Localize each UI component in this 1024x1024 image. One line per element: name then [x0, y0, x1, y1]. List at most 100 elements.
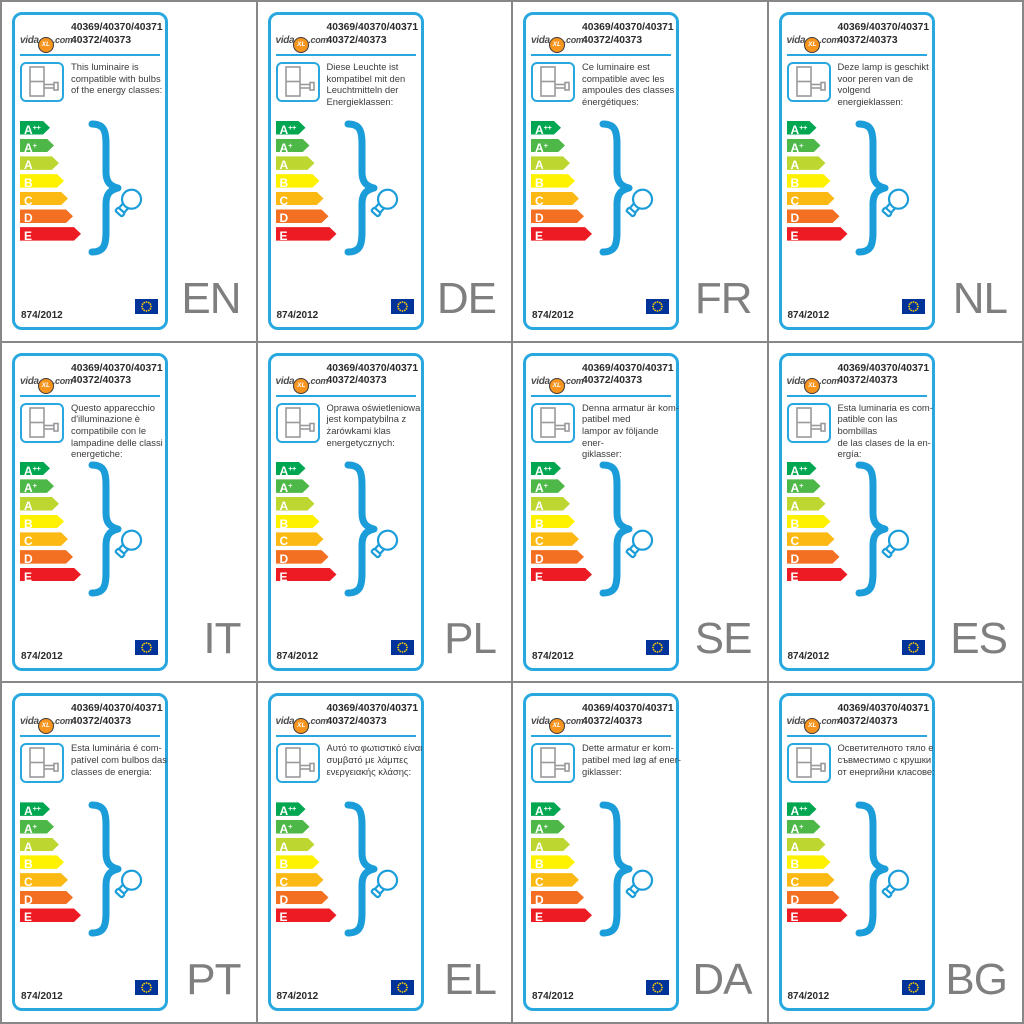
energy-class-list: A++ A+ A B C D E	[276, 802, 337, 926]
grade-superscript: +	[799, 481, 804, 491]
grade-letter: D	[535, 552, 544, 567]
grade-superscript: +	[32, 140, 37, 150]
language-code: ES	[950, 614, 1008, 664]
grade-letter: A	[790, 839, 800, 854]
header-divider	[20, 394, 160, 397]
text-line: от енергийни класове:	[837, 765, 935, 777]
bulb-icon	[365, 526, 411, 581]
logo-text-vida: vida	[275, 716, 295, 728]
product-numbers-line1: 40369/40370/40371	[71, 703, 163, 715]
eu-flag	[901, 639, 925, 660]
logo-text-com: .com	[308, 716, 329, 727]
energy-class-arrow-app: A++	[276, 121, 306, 135]
energy-label-card: vida XL .com 40369/40370/40371 40372/40373	[12, 352, 171, 671]
grade-letter: B	[535, 176, 544, 191]
language-code: FR	[694, 273, 753, 323]
grade-letter: E	[279, 569, 288, 584]
xl-badge-icon: XL	[37, 377, 54, 394]
energy-label-card: vida XL .com 40369/40370/40371 40372/40373	[267, 12, 424, 330]
energy-class-arrow-d: D	[531, 891, 584, 905]
grade-letter: A	[790, 158, 800, 173]
grade-letter: A	[24, 839, 33, 854]
grade-letter: E	[24, 229, 33, 244]
energy-class-arrow-e: E	[276, 908, 337, 922]
logo-text-com: .com	[819, 35, 840, 45]
energy-class-list: A++ A+ A B C D E	[20, 121, 81, 245]
grade-letter: A	[24, 158, 33, 173]
brace-icon	[341, 118, 381, 263]
luminaire-pictogram	[531, 62, 575, 102]
grade-letter: A	[24, 140, 33, 155]
energy-class-list: A++ A+ A B C D E	[276, 121, 337, 245]
energy-class-arrow-ap: A+	[20, 139, 54, 153]
grade-letter: A	[279, 158, 289, 173]
luminaire-pictogram-drawing	[540, 66, 570, 97]
text-line: ενεργειακής κλάσης:	[326, 765, 412, 777]
grade-letter: C	[790, 534, 800, 549]
bulb-icon	[365, 866, 411, 921]
xl-badge-icon: XL	[548, 718, 565, 735]
language-code: NL	[952, 273, 1008, 323]
grade-superscript: +	[32, 481, 37, 491]
eu-flag	[135, 299, 158, 319]
compatibility-text: This luminaire is compatible with bulbs of…	[71, 61, 171, 96]
energy-class-arrow-b: B	[20, 515, 64, 529]
energy-class-arrow-e: E	[20, 568, 81, 582]
text-line: Questo apparecchio	[71, 401, 155, 413]
text-line: żarówkami klas	[326, 425, 391, 437]
language-code: PT	[186, 954, 241, 1004]
grade-letter: A	[24, 804, 33, 819]
vidaxl-logo: vida XL .com	[787, 371, 839, 394]
product-numbers: 40369/40370/40371 40372/40373	[582, 703, 678, 728]
grade-superscript: +	[32, 822, 37, 832]
luminaire-pictogram	[786, 402, 831, 443]
regulation-number: 874/2012	[21, 310, 63, 321]
product-numbers-line2: 40372/40373	[837, 715, 898, 727]
vidaxl-logo: vida XL .com	[20, 30, 73, 53]
grade-letter: A	[279, 481, 289, 496]
card-el: vida XL .com 40369/40370/40371 40372/40373	[257, 683, 513, 1024]
grade-superscript: ++	[543, 804, 552, 814]
grade-letter: E	[790, 569, 799, 584]
product-numbers-line2: 40372/40373	[71, 715, 132, 727]
bulb-icon	[109, 526, 155, 581]
grade-letter: A	[535, 839, 544, 854]
grade-letter: C	[790, 875, 800, 890]
grade-letter: C	[535, 534, 544, 549]
brace-icon	[852, 118, 892, 263]
xl-badge-icon: XL	[37, 718, 54, 735]
text-line: lampadine delle classi	[71, 436, 163, 448]
text-line: Αυτό το φωτιστικό είναι	[326, 742, 423, 754]
bulb-icon	[365, 185, 411, 240]
energy-class-arrow-c: C	[20, 192, 68, 206]
header-divider	[275, 394, 416, 397]
text-line: kompatibel mit den	[326, 72, 406, 84]
logo-text-com: .com	[52, 35, 73, 45]
energy-class-arrow-c: C	[20, 532, 68, 546]
grade-letter: A	[24, 481, 33, 496]
compatibility-text: Questo apparecchio d'illuminazione è compa…	[71, 402, 171, 461]
grade-letter: B	[535, 516, 544, 531]
energy-class-arrow-e: E	[20, 908, 81, 922]
grade-letter: E	[535, 569, 544, 584]
energy-label-card: vida XL .com 40369/40370/40371 40372/40373	[778, 12, 935, 330]
energy-class-arrow-app: A++	[787, 802, 817, 816]
grade-superscript: +	[288, 140, 293, 150]
energy-class-arrow-ap: A+	[20, 820, 54, 834]
language-code: BG	[945, 954, 1008, 1004]
grade-letter: B	[790, 857, 800, 872]
regulation-number: 874/2012	[276, 991, 319, 1003]
energy-class-arrow-c: C	[276, 192, 324, 206]
product-numbers-line2: 40372/40373	[582, 34, 643, 46]
logo-text-vida: vida	[20, 375, 39, 387]
energy-class-arrow-b: B	[276, 174, 320, 188]
xl-badge-icon: XL	[804, 718, 821, 735]
text-line: Diese Leuchte ist	[326, 61, 399, 72]
product-numbers-line2: 40372/40373	[326, 34, 387, 46]
brace-icon	[85, 118, 125, 263]
text-line: Leuchtmitteln der	[326, 84, 399, 96]
energy-class-list: A++ A+ A B C D E	[20, 802, 81, 926]
energy-class-arrow-b: B	[787, 515, 831, 529]
energy-class-arrow-a: A	[276, 838, 315, 852]
